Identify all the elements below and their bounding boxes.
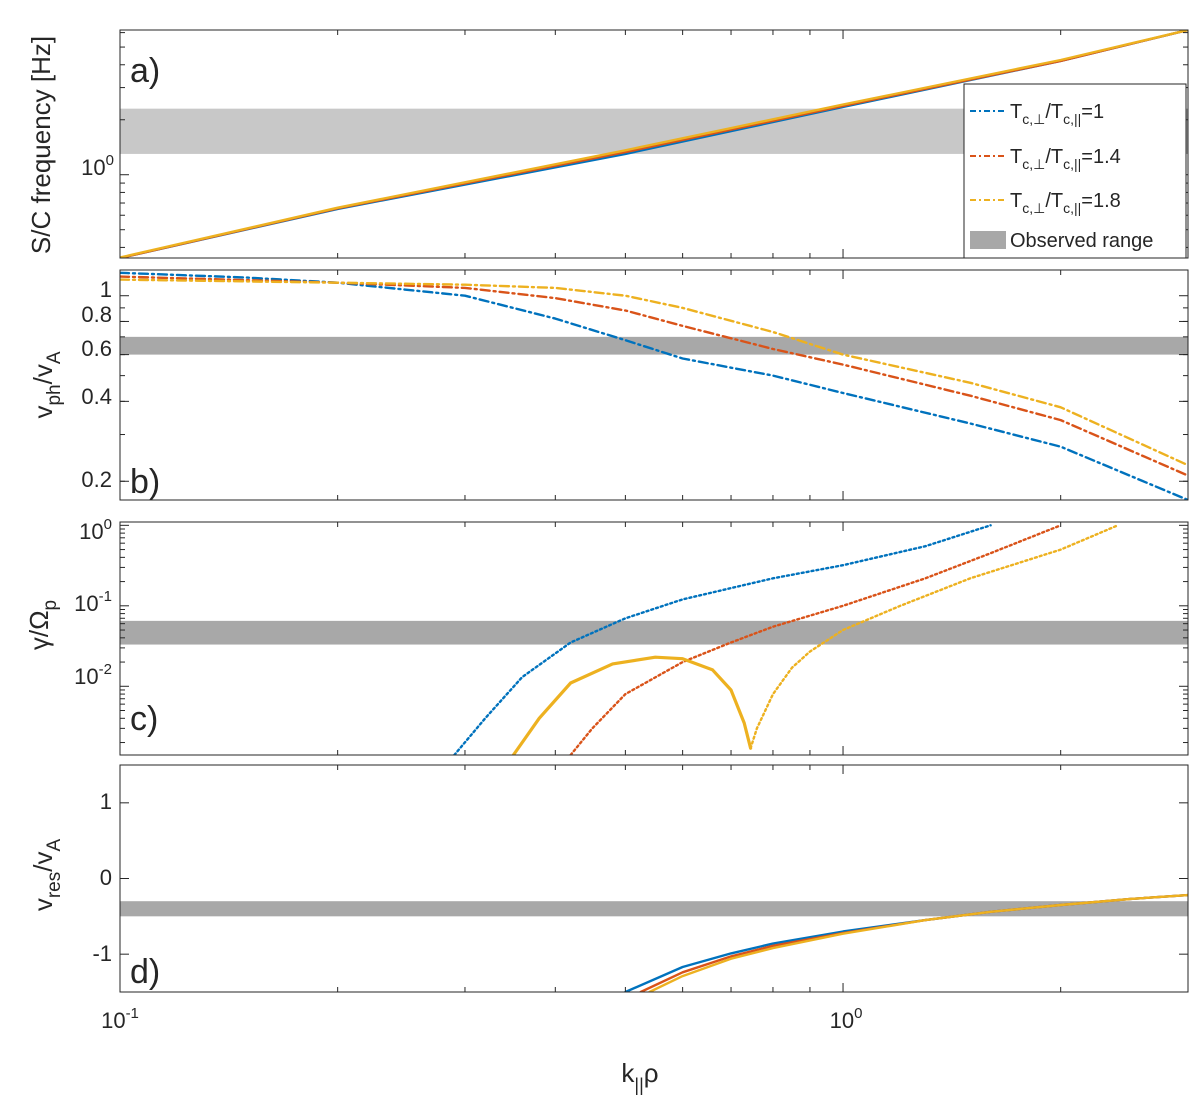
c-y-tick-label-0.1: 10-1 (74, 588, 112, 616)
panel-d (119, 764, 1189, 993)
series-c-0 (453, 524, 992, 755)
series-c-2 (749, 524, 1120, 750)
panel-b (119, 269, 1189, 501)
b-y-tick-label-1: 1 (100, 277, 112, 302)
series-d-2 (648, 893, 1188, 992)
legend-swatch-observed (970, 231, 1006, 249)
legend-entry-3: Tc,⊥/Tc,||=1.8 (1010, 190, 1121, 216)
panel-a (119, 29, 1189, 259)
axes-box-c (119, 521, 1189, 756)
panel-label-d: d) (130, 953, 160, 991)
b-y-tick-label-0.6: 0.6 (81, 336, 112, 361)
observed-band-a (120, 108, 964, 154)
d-y-axis-label: vres/vA (28, 839, 65, 912)
series-b-2 (120, 278, 1188, 467)
x-tick-label-0.1: 10-1 (101, 1005, 139, 1033)
b-y-tick-label-0.2: 0.2 (81, 467, 112, 492)
observed-band-b (120, 336, 1188, 355)
series-b-0 (120, 271, 1188, 500)
axes-box-a (119, 29, 1189, 259)
c-y-tick-label-1: 100 (79, 516, 112, 544)
c-y-axis-label: γ/Ωp (24, 600, 61, 650)
panel-label-b: b) (130, 463, 160, 501)
series-c-1 (569, 524, 1062, 755)
axes-box-d (119, 764, 1189, 993)
observed-band-a-edge (1186, 108, 1188, 154)
series-a-2 (120, 30, 1188, 258)
c-y-tick-label-0.01: 10-2 (74, 661, 112, 689)
a-y-axis-label: S/C frequency [Hz] (26, 36, 56, 254)
b-y-tick-label-0.4: 0.4 (81, 384, 112, 409)
d-y-tick-labels: 1 0 -1 (92, 789, 112, 966)
d-y-tick-label-1: 1 (100, 789, 112, 814)
x-axis-label: k||ρ (621, 1058, 658, 1095)
x-tick-label-1: 100 (830, 1005, 863, 1033)
legend-entry-observed: Observed range (1010, 230, 1153, 252)
d-y-tick-label-neg1: -1 (92, 941, 112, 966)
series-c-3 (511, 655, 753, 755)
a-y-tick-label-1: 100 (81, 152, 114, 180)
legend-box (963, 83, 1187, 259)
b-y-tick-label-0.8: 0.8 (81, 302, 112, 327)
legend: Tc,⊥/Tc,||=1 Tc,⊥/Tc,||=1.4 Tc,⊥/Tc,||=1… (963, 83, 1187, 259)
observed-band-c (120, 620, 1188, 645)
b-y-axis-label: vph/vA (28, 351, 65, 418)
panel-label-a: a) (130, 52, 160, 90)
d-y-tick-label-0: 0 (100, 865, 112, 890)
x-axis-label-rho: ρ (644, 1058, 659, 1088)
x-axis-label-k: k (621, 1058, 635, 1088)
axes-box-b (119, 269, 1189, 501)
observed-band-d (120, 901, 1188, 917)
b-y-tick-labels: 0.2 0.4 0.6 0.8 1 (81, 277, 112, 492)
c-y-tick-labels: 100 10-1 10-2 (74, 516, 112, 689)
legend-entry-2: Tc,⊥/Tc,||=1.4 (1010, 146, 1121, 172)
panel-label-c: c) (130, 700, 158, 738)
panel-c (119, 521, 1189, 756)
legend-entry-1: Tc,⊥/Tc,||=1 (1010, 101, 1104, 127)
panels-layer (119, 29, 1189, 993)
x-axis-label-sub: || (634, 1075, 643, 1095)
series-b-1 (120, 275, 1188, 477)
x-tick-labels: 10-1 100 (101, 1005, 862, 1033)
